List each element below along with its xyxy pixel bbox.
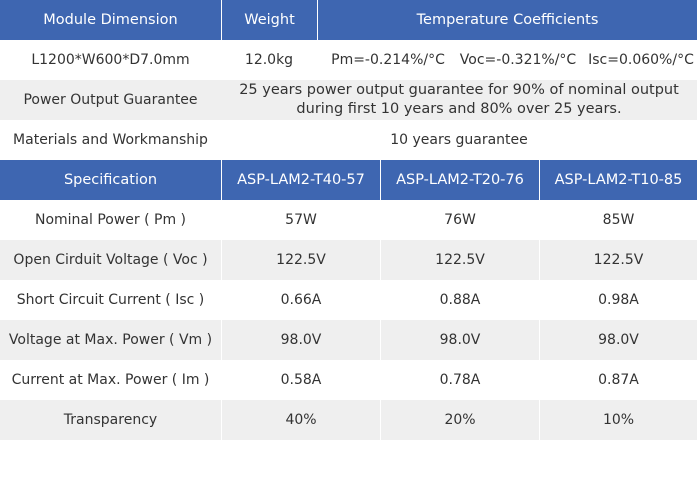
model-header-2: ASP-LAM2-T20-76 <box>380 160 539 200</box>
module-dimension-value: L1200*W600*D7.0mm <box>0 40 221 80</box>
model-header-1: ASP-LAM2-T40-57 <box>221 160 380 200</box>
row-value: 98.0V <box>380 320 539 360</box>
row-value: 0.88A <box>380 280 539 320</box>
spec-header-row: Specification ASP-LAM2-T40-57 ASP-LAM2-T… <box>0 160 697 200</box>
row-label: Current at Max. Power ( Im ) <box>0 360 221 400</box>
isc-coefficient: Isc=0.060%/°C <box>588 52 694 68</box>
row-value: 0.98A <box>539 280 697 320</box>
row-value: 122.5V <box>539 240 697 280</box>
row-value: 57W <box>221 200 380 240</box>
table-row: Voltage at Max. Power ( Vm ) 98.0V 98.0V… <box>0 320 697 360</box>
power-output-row: Power Output Guarantee 25 years power ou… <box>0 80 697 120</box>
specification-header: Specification <box>0 160 221 200</box>
temperature-coefficients-header: Temperature Coefficients <box>317 0 697 40</box>
module-values-row: L1200*W600*D7.0mm 12.0kg Pm=-0.214%/°C V… <box>0 40 697 80</box>
table-row: Short Circuit Current ( Isc ) 0.66A 0.88… <box>0 280 697 320</box>
row-label: Voltage at Max. Power ( Vm ) <box>0 320 221 360</box>
materials-value: 10 years guarantee <box>221 120 697 160</box>
row-value: 10% <box>539 400 697 440</box>
materials-row: Materials and Workmanship 10 years guara… <box>0 120 697 160</box>
row-value: 76W <box>380 200 539 240</box>
power-output-value: 25 years power output guarantee for 90% … <box>221 80 697 120</box>
row-label: Nominal Power ( Pm ) <box>0 200 221 240</box>
row-value: 85W <box>539 200 697 240</box>
row-value: 0.78A <box>380 360 539 400</box>
row-value: 20% <box>380 400 539 440</box>
row-label: Transparency <box>0 400 221 440</box>
power-output-label: Power Output Guarantee <box>0 80 221 120</box>
power-output-line-2: during first 10 years and 80% over 25 ye… <box>296 101 622 117</box>
row-value: 0.58A <box>221 360 380 400</box>
row-label: Short Circuit Current ( Isc ) <box>0 280 221 320</box>
row-value: 98.0V <box>539 320 697 360</box>
model-header-3: ASP-LAM2-T10-85 <box>539 160 697 200</box>
row-value: 0.66A <box>221 280 380 320</box>
row-value: 40% <box>221 400 380 440</box>
temperature-coefficients-value: Pm=-0.214%/°C Voc=-0.321%/°C Isc=0.060%/… <box>317 40 697 80</box>
voc-coefficient: Voc=-0.321%/°C <box>459 52 577 68</box>
materials-label: Materials and Workmanship <box>0 120 221 160</box>
power-output-line-1: 25 years power output guarantee for 90% … <box>239 82 679 98</box>
pm-coefficient: Pm=-0.214%/°C <box>331 52 445 68</box>
row-value: 122.5V <box>380 240 539 280</box>
row-value: 0.87A <box>539 360 697 400</box>
table-row: Transparency 40% 20% 10% <box>0 400 697 440</box>
row-value: 122.5V <box>221 240 380 280</box>
table-row: Nominal Power ( Pm ) 57W 76W 85W <box>0 200 697 240</box>
module-dimension-header: Module Dimension <box>0 0 221 40</box>
weight-header: Weight <box>221 0 317 40</box>
row-value: 98.0V <box>221 320 380 360</box>
table-row: Open Cirduit Voltage ( Voc ) 122.5V 122.… <box>0 240 697 280</box>
row-label: Open Cirduit Voltage ( Voc ) <box>0 240 221 280</box>
weight-value: 12.0kg <box>221 40 317 80</box>
spec-table: Module Dimension Weight Temperature Coef… <box>0 0 697 440</box>
module-header-row: Module Dimension Weight Temperature Coef… <box>0 0 697 40</box>
table-row: Current at Max. Power ( Im ) 0.58A 0.78A… <box>0 360 697 400</box>
